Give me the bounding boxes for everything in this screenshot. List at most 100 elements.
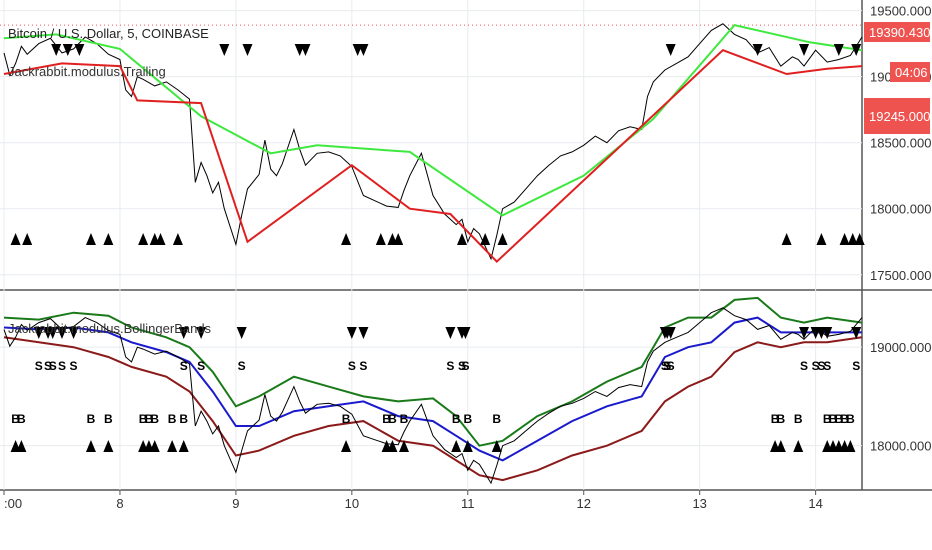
- x-tick-label: 13: [692, 496, 706, 511]
- bb-buy-signal-label: B: [11, 412, 20, 426]
- bb-buy-signal-label: B: [150, 412, 159, 426]
- bb-sell-marker-down: [196, 327, 207, 339]
- bb-sell-marker-down: [236, 327, 247, 339]
- bb-buy-signal-label: B: [388, 412, 397, 426]
- signal-markers: S SS S S S S S S S S SS SSS S SSS SBB B B BBB B B B BB B B B B BB B…: [10, 44, 865, 452]
- bb-sell-signal-label: S: [58, 359, 66, 373]
- bb-buy-signal-label: B: [145, 412, 154, 426]
- indicator-trailing-label: Jackrabbit.modulus.Trailing: [8, 64, 166, 79]
- bb-sell-signal-label: S: [812, 359, 820, 373]
- y-tick-label: 19000.0000: [870, 340, 932, 355]
- bb-sell-marker-down: [68, 327, 79, 339]
- x-tick-label: 9: [232, 496, 239, 511]
- bb-sell-marker-down: [47, 327, 58, 339]
- level-price-tag: 19245.0000: [869, 109, 932, 124]
- buy-marker-up: [85, 233, 96, 245]
- trailing-up-line: [3, 23, 863, 217]
- bb-buy-signal-label: B: [463, 412, 472, 426]
- bb-buy-marker-up: [399, 440, 410, 452]
- bb-buy-signal-label: B: [104, 412, 113, 426]
- y-tick-label: 18000.0000: [870, 439, 932, 454]
- bb-sell-signal-label: S: [800, 359, 808, 373]
- sell-marker-down: [799, 44, 810, 56]
- bb-basis-line: [3, 316, 862, 462]
- bb-buy-signal-label: B: [87, 412, 96, 426]
- x-tick-label: 10: [345, 496, 359, 511]
- bb-sell-marker-down: [358, 327, 369, 339]
- buy-marker-up: [854, 233, 865, 245]
- bb-sell-signal-label: S: [70, 359, 78, 373]
- bb-sell-marker-down: [56, 327, 67, 339]
- sell-marker-down: [665, 44, 676, 56]
- level-price-tag-bg: [864, 98, 930, 134]
- bb-sell-marker-down: [799, 327, 810, 339]
- bb-buy-signal-label: B: [492, 412, 501, 426]
- bb-sell-signal-label: S: [817, 359, 825, 373]
- bb-sell-signal-label: S: [35, 359, 43, 373]
- sell-marker-down: [62, 44, 73, 56]
- bb-sell-signal-label: S: [49, 359, 57, 373]
- bb-sell-signal-label: S: [446, 359, 454, 373]
- bb-buy-signal-label: B: [342, 412, 351, 426]
- last-price-tag-bg: [864, 22, 930, 42]
- bb-buy-marker-up: [845, 440, 856, 452]
- buy-marker-up: [155, 233, 166, 245]
- sell-marker-down: [300, 44, 311, 56]
- bb-buy-marker-up: [451, 440, 462, 452]
- bb-sell-signal-label: S: [180, 359, 188, 373]
- bb-buy-marker-up: [149, 440, 160, 452]
- buy-marker-up: [781, 233, 792, 245]
- bb-lower-line: [3, 336, 863, 482]
- bb-buy-signal-label: B: [829, 412, 838, 426]
- y-tick-label: 18000.0000: [870, 202, 932, 217]
- bb-buy-signal-label: B: [823, 412, 832, 426]
- bb-sell-signal-label: S: [663, 359, 671, 373]
- x-tick-label: 11: [461, 496, 475, 511]
- bb-sell-marker-down: [460, 327, 471, 339]
- price-tags: 19390.4300 04:06 19245.0000: [864, 22, 932, 134]
- plot-area: [3, 23, 863, 485]
- bb-sell-marker-down: [851, 327, 862, 339]
- buy-marker-up: [103, 233, 114, 245]
- bb-buy-marker-up: [491, 440, 502, 452]
- bb-buy-signal-label: B: [452, 412, 461, 426]
- bb-buy-signal-label: B: [846, 412, 855, 426]
- x-tick-label: 12: [576, 496, 590, 511]
- sell-marker-down: [833, 44, 844, 56]
- bb-buy-signal-label: B: [17, 412, 26, 426]
- bb-buy-marker-up: [167, 440, 178, 452]
- bb-upper-line: [3, 296, 863, 447]
- bb-sell-signal-label: S: [661, 359, 669, 373]
- buy-marker-up: [847, 233, 858, 245]
- last-price-tag: 19390.4300: [869, 25, 932, 40]
- bb-sell-marker-down: [445, 327, 456, 339]
- buy-marker-up: [839, 233, 850, 245]
- bb-buy-signal-label: B: [179, 412, 188, 426]
- y-tick-label: 19500.0000: [870, 4, 932, 19]
- x-tick-label: 14: [808, 496, 822, 511]
- bb-sell-signal-label: S: [44, 359, 52, 373]
- bb-buy-signal-label: B: [777, 412, 786, 426]
- buy-marker-up: [22, 233, 33, 245]
- trailing-down-line: [3, 49, 863, 263]
- x-tick-label: :00: [4, 496, 22, 511]
- bb-sell-signal-label: S: [458, 359, 466, 373]
- countdown-tag: 04:06: [895, 65, 928, 80]
- bb-buy-signal-label: B: [771, 412, 780, 426]
- sell-marker-down: [51, 44, 62, 56]
- sell-marker-down: [242, 44, 253, 56]
- bb-sell-signal-label: S: [359, 359, 367, 373]
- bb-sell-signal-label: S: [348, 359, 356, 373]
- bb-buy-marker-up: [775, 440, 786, 452]
- bb-sell-signal-label: S: [667, 359, 675, 373]
- bb-price-line: [3, 307, 863, 485]
- y-tick-label: 17500.0000: [870, 268, 932, 283]
- bb-buy-marker-up: [387, 440, 398, 452]
- bb-sell-marker-down: [822, 327, 833, 339]
- bb-sell-marker-down: [665, 327, 676, 339]
- bb-buy-marker-up: [793, 440, 804, 452]
- sell-marker-down: [752, 44, 763, 56]
- bb-sell-signal-label: S: [823, 359, 831, 373]
- countdown-tag-bg: [890, 62, 930, 82]
